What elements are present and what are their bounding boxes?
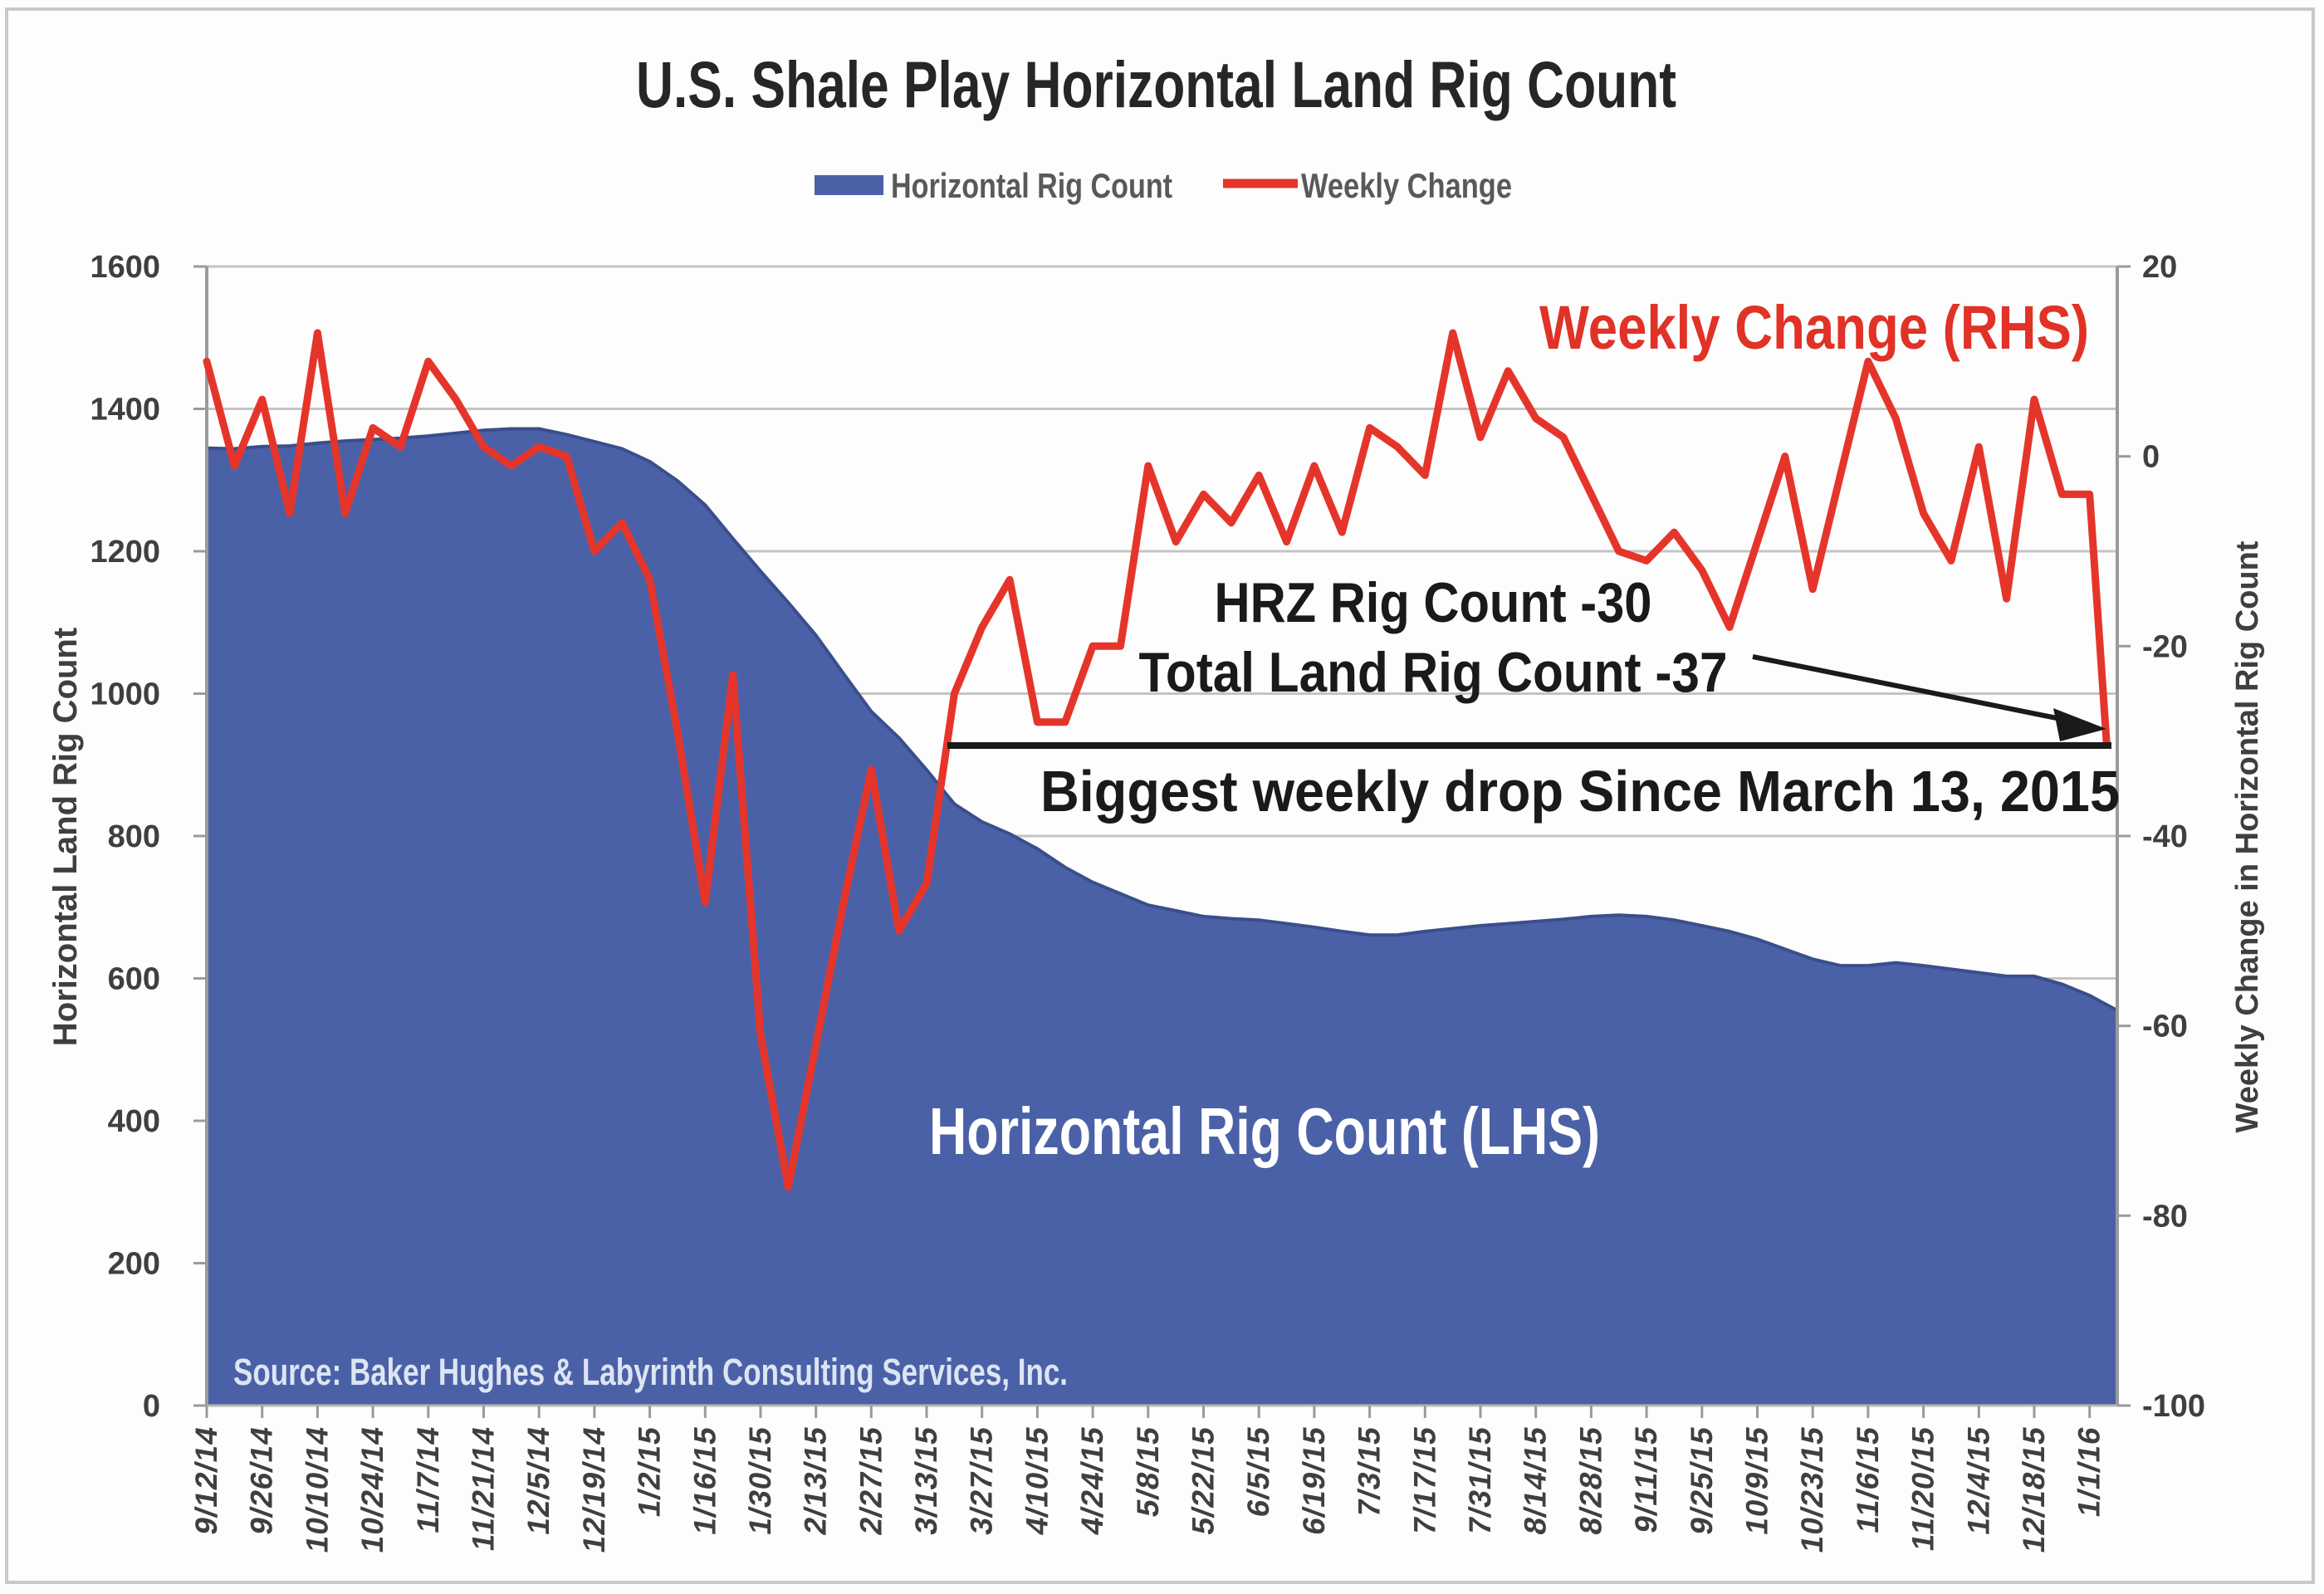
svg-text:3/13/15: 3/13/15 [908, 1423, 943, 1538]
svg-text:Weekly Change (RHS): Weekly Change (RHS) [1539, 293, 2089, 362]
svg-text:-80: -80 [2142, 1199, 2188, 1234]
svg-text:2/13/15: 2/13/15 [798, 1423, 833, 1538]
svg-text:12/5/14: 12/5/14 [521, 1423, 555, 1538]
svg-text:Horizontal Land Rig Count: Horizontal Land Rig Count [47, 628, 84, 1046]
svg-text:11/20/15: 11/20/15 [1906, 1423, 1940, 1553]
svg-text:600: 600 [108, 962, 160, 997]
svg-text:11/7/14: 11/7/14 [410, 1423, 445, 1536]
svg-text:0: 0 [143, 1389, 160, 1424]
svg-text:2/27/15: 2/27/15 [854, 1423, 888, 1538]
svg-text:10/9/15: 10/9/15 [1739, 1423, 1774, 1538]
svg-text:1200: 1200 [90, 535, 160, 570]
svg-text:Horizontal Rig Count: Horizontal Rig Count [891, 166, 1172, 205]
svg-text:3/27/15: 3/27/15 [964, 1423, 999, 1538]
svg-text:-100: -100 [2142, 1389, 2205, 1424]
svg-text:10/10/14: 10/10/14 [300, 1423, 335, 1555]
svg-text:7/3/15: 7/3/15 [1352, 1423, 1387, 1519]
svg-text:8/28/15: 8/28/15 [1573, 1423, 1608, 1538]
svg-text:12/18/15: 12/18/15 [2016, 1423, 2051, 1555]
svg-text:1/1/16: 1/1/16 [2072, 1423, 2106, 1519]
svg-text:1000: 1000 [90, 677, 160, 712]
svg-text:Weekly Change: Weekly Change [1301, 166, 1512, 205]
svg-text:1400: 1400 [90, 393, 160, 428]
svg-text:Source: Baker Hughes & Labyrin: Source: Baker Hughes & Labyrinth Consult… [233, 1351, 1068, 1393]
svg-text:Biggest weekly drop Since Marc: Biggest weekly drop Since March 13, 2015 [1040, 759, 2120, 824]
svg-text:1/16/15: 1/16/15 [687, 1423, 722, 1538]
svg-text:400: 400 [108, 1104, 160, 1139]
svg-text:9/11/15: 9/11/15 [1628, 1423, 1663, 1536]
svg-text:Horizontal Rig Count (LHS): Horizontal Rig Count (LHS) [929, 1094, 1600, 1168]
svg-text:-40: -40 [2142, 819, 2188, 854]
svg-text:6/5/15: 6/5/15 [1240, 1423, 1275, 1519]
svg-text:4/24/15: 4/24/15 [1074, 1423, 1109, 1538]
svg-text:9/12/14: 9/12/14 [188, 1423, 223, 1538]
svg-text:1/30/15: 1/30/15 [742, 1423, 777, 1538]
svg-text:12/19/14: 12/19/14 [576, 1423, 611, 1555]
svg-text:12/4/15: 12/4/15 [1961, 1423, 1996, 1538]
svg-text:5/8/15: 5/8/15 [1130, 1423, 1165, 1519]
svg-text:Total Land Rig Count -37: Total Land Rig Count -37 [1139, 641, 1728, 704]
svg-text:8/14/15: 8/14/15 [1518, 1423, 1553, 1538]
svg-text:HRZ Rig Count -30: HRZ Rig Count -30 [1215, 571, 1652, 634]
svg-text:6/19/15: 6/19/15 [1296, 1423, 1331, 1538]
svg-text:1/2/15: 1/2/15 [632, 1423, 667, 1519]
svg-text:5/22/15: 5/22/15 [1186, 1423, 1221, 1538]
svg-text:7/17/15: 7/17/15 [1407, 1423, 1442, 1538]
svg-text:11/21/14: 11/21/14 [466, 1423, 501, 1553]
svg-text:4/10/15: 4/10/15 [1020, 1423, 1054, 1538]
svg-text:-20: -20 [2142, 629, 2188, 664]
svg-text:-60: -60 [2142, 1010, 2188, 1044]
svg-text:200: 200 [108, 1247, 160, 1282]
svg-text:10/23/15: 10/23/15 [1794, 1423, 1829, 1555]
svg-text:1600: 1600 [90, 250, 160, 285]
svg-text:10/24/14: 10/24/14 [355, 1423, 389, 1555]
svg-text:800: 800 [108, 819, 160, 854]
svg-text:11/6/15: 11/6/15 [1850, 1423, 1885, 1536]
svg-text:U.S. Shale Play Horizontal Lan: U.S. Shale Play Horizontal Land Rig Coun… [636, 47, 1676, 121]
svg-text:7/31/15: 7/31/15 [1462, 1423, 1497, 1538]
svg-text:Weekly Change in Horizontal Ri: Weekly Change in Horizontal Rig Count [2230, 540, 2265, 1132]
svg-text:0: 0 [2142, 440, 2160, 475]
svg-text:9/26/14: 9/26/14 [244, 1423, 279, 1538]
svg-text:9/25/15: 9/25/15 [1684, 1423, 1719, 1538]
svg-text:20: 20 [2142, 250, 2177, 285]
